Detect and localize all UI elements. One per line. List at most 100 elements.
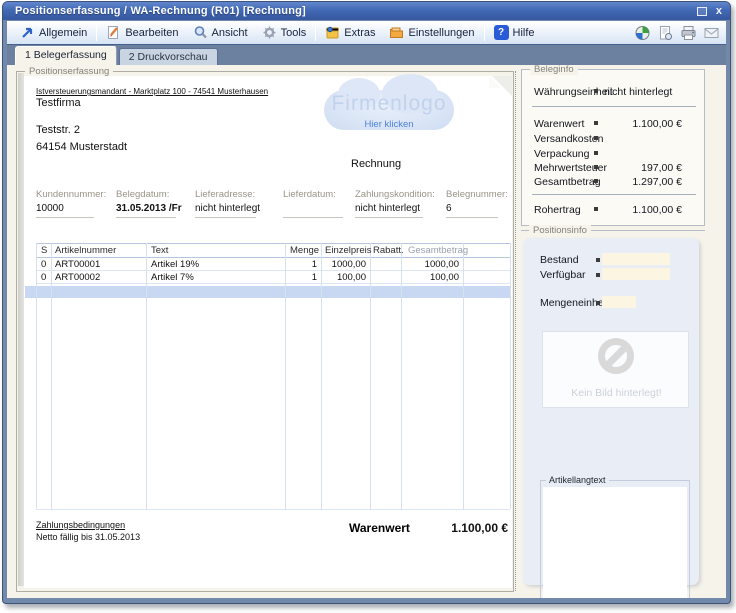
export-document-icon[interactable] [657,25,674,41]
beleginfo-row: Währungseinheit nicht hinterlegt [522,86,706,99]
cell-artikelnummer: ART00001 [55,259,101,270]
field-value[interactable]: nicht hinterlegt [355,203,421,214]
warenwert-total-value: 1.100,00 € [451,521,508,535]
beleginfo-row: Versandkosten [522,133,706,146]
row-value: 1.100,00 € [632,118,682,130]
row-label: Mehrwertsteuer [534,162,607,174]
field-value[interactable]: 6 [446,203,452,214]
menu-einstellungen[interactable]: Einstellungen [382,23,481,42]
menu-label: Tools [280,26,307,39]
mandant-link[interactable]: Istversteuerungsmandant - Marktplatz 100… [36,87,269,96]
field-value[interactable]: 31.05.2013 /Fr [116,203,182,214]
row-label: Gesamtbetrag [534,176,601,188]
field-label: Lieferadresse: [195,189,256,200]
field-underline [195,217,256,218]
field-label: Belegnummer: [446,189,508,200]
cell-gesamtbetrag: 100,00 [429,272,459,283]
menu-bearbeiten[interactable]: Bearbeiten [99,23,185,42]
globe-icon[interactable] [634,25,651,41]
field-underline [283,217,343,218]
positionsinfo-label: Positionsinfo [529,225,591,236]
col-header-gesamtbetrag[interactable]: Gesamtbetrag [408,245,469,256]
table-bottom-line [36,509,510,510]
tab-belegerfassung[interactable]: 1 Belegerfassung [15,46,117,65]
field-underline [446,217,498,218]
table-row-line [36,283,510,284]
col-header-menge[interactable]: Menge [290,245,320,256]
settings-folder-icon [389,25,404,40]
close-icon[interactable]: x [715,5,722,17]
document-type-label: Rechnung [351,158,402,170]
col-header-rabatt[interactable]: Rabatt. [373,245,404,256]
field-value[interactable]: 10000 [36,203,64,214]
selected-row-highlight[interactable] [25,286,510,298]
col-header-artikelnummer[interactable]: Artikelnummer [55,245,117,256]
menu-label: Hilfe [512,26,535,39]
pane-splitter[interactable] [515,71,516,591]
table-column-line [510,243,511,509]
logo-click-hint[interactable]: Hier klicken [364,119,414,130]
help-icon: ? [493,25,509,40]
company-street[interactable]: Teststr. 2 [36,124,81,136]
artikellangtext-textarea[interactable] [543,487,687,598]
row-value: nicht hinterlegt [604,86,673,98]
field-lieferadresse[interactable]: Lieferadresse: nicht hinterlegt [195,189,287,218]
menu-ansicht[interactable]: Ansicht [186,23,255,42]
bullet-icon [594,165,598,169]
tab-druckvorschau[interactable]: 2 Druckvorschau [118,48,218,65]
field-belegdatum[interactable]: Belegdatum: 31.05.2013 /Fr [116,189,208,218]
col-header-s[interactable]: S [41,245,48,256]
row-label: Versandkosten [534,133,604,145]
row-label: Verpackung [534,148,590,160]
field-belegnummer[interactable]: Belegnummer: 6 [446,189,538,218]
field-value[interactable]: nicht hinterlegt [195,203,261,214]
table-top-line [36,243,510,244]
table-row[interactable]: 0 ART00001 Artikel 19% 1 1000,00 1000,00 [24,259,511,271]
col-header-text[interactable]: Text [151,245,169,256]
magnifier-icon [193,25,208,40]
company-logo-placeholder[interactable]: Firmenlogo Hier klicken [316,74,462,138]
menu-label: Allgemein [39,26,88,39]
field-lieferdatum[interactable]: Lieferdatum: [283,189,375,218]
cell-menge: 1 [311,259,317,270]
row-label: Warenwert [534,118,585,130]
cell-einzelpreis: 100,00 [336,272,366,283]
logo-placeholder-text: Firmenlogo [331,92,447,115]
menu-extras[interactable]: Extras [318,23,382,42]
field-zahlungskondition[interactable]: Zahlungskondition: nicht hinterlegt [355,189,447,218]
table-row[interactable]: 0 ART00002 Artikel 7% 1 100,00 100,00 [24,272,511,284]
field-label: Belegdatum: [116,189,170,200]
restore-icon[interactable] [696,6,707,16]
menu-tools[interactable]: Tools [255,23,314,42]
menu-label: Einstellungen [408,26,475,39]
mengeneinheit-value-field [602,296,636,308]
menu-allgemein[interactable]: Allgemein [13,23,94,42]
bullet-icon [594,151,598,155]
table-column-line [36,243,37,509]
col-header-einzelpreis[interactable]: Einzelpreis [325,245,372,256]
bullet-icon [594,207,598,211]
company-name[interactable]: Testfirma [36,97,81,109]
row-value: 197,00 € [641,162,682,174]
field-kundennummer[interactable]: Kundennummer: 10000 [36,189,128,218]
app-window: Positionserfassung / WA-Rechnung (R01) [… [2,1,731,604]
bullet-icon [594,121,598,125]
menu-label: Bearbeiten [125,26,179,39]
table-column-line [370,243,371,509]
beleginfo-label: Beleginfo [530,65,578,75]
artikellangtext-groupbox: Artikellangtext [540,475,690,598]
zahlungsbedingungen-link[interactable]: Zahlungsbedingungen [36,520,126,530]
table-column-line [401,243,402,509]
company-city[interactable]: 64154 Musterstadt [36,141,128,153]
divider [532,194,696,195]
arrow-ne-icon [20,25,35,40]
field-label: Zahlungskondition: [355,189,435,200]
email-icon[interactable] [703,25,720,41]
printer-icon[interactable] [680,25,697,41]
beleginfo-row: Warenwert 1.100,00 € [522,118,706,131]
menu-hilfe[interactable]: ? Hilfe [487,23,542,42]
beleginfo-row: Gesamtbetrag 1.297,00 € [522,176,706,189]
bullet-icon [596,301,600,305]
menu-label: Extras [344,26,376,39]
positionserfassung-groupbox: Positionserfassung Istversteuerungsmanda… [16,66,514,592]
